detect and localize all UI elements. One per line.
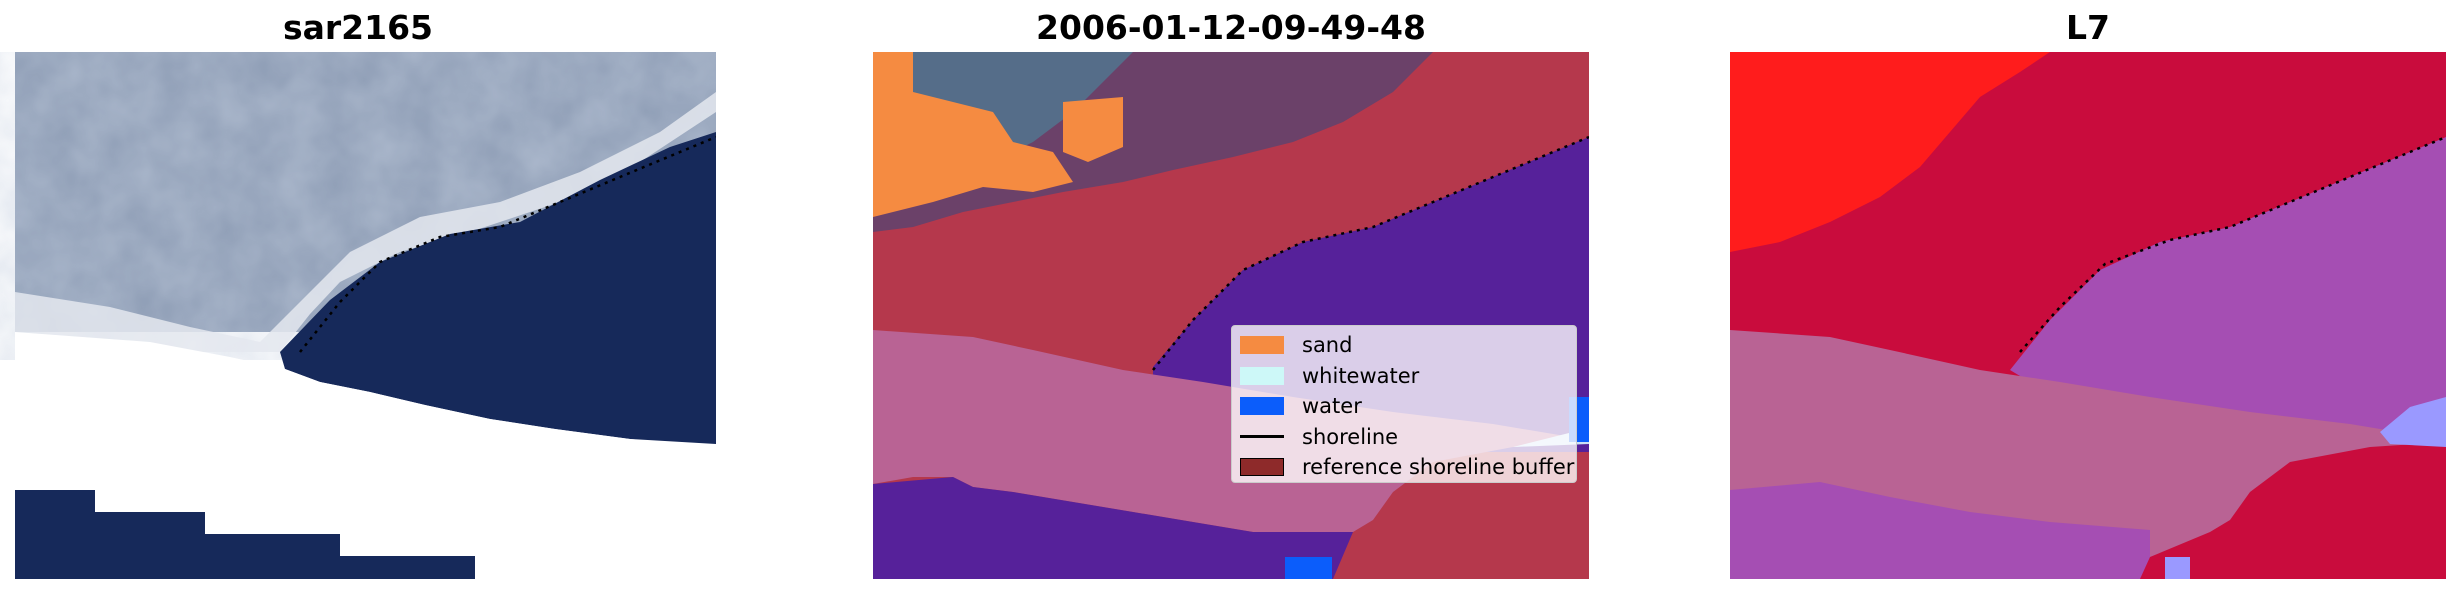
rgb-image (15, 52, 716, 579)
panel-classified: 2006-01-12-09-49-48 (873, 0, 1589, 593)
legend-item-shoreline: shoreline (1232, 422, 1576, 453)
legend-item-whitewater: whitewater (1232, 361, 1576, 392)
panel-rgb: sar2165 (0, 0, 716, 593)
legend-label: shoreline (1302, 424, 1399, 449)
ocean-strip (15, 490, 475, 579)
sand-swatch (1240, 336, 1284, 355)
buffer-swatch (1240, 458, 1284, 477)
legend-label: whitewater (1302, 363, 1420, 388)
water-swatch (1240, 397, 1284, 416)
panel-title: 2006-01-12-09-49-48 (1036, 8, 1426, 47)
panel-index: L7 (1730, 0, 2446, 593)
shoreline-line (1152, 135, 1589, 371)
shoreline-line (299, 135, 716, 353)
water-lower (873, 477, 1353, 579)
classified-image (873, 52, 1589, 579)
shoreline-line (2019, 135, 2446, 353)
legend: sand whitewater water shoreline referenc… (1231, 325, 1577, 483)
pink-band (1730, 330, 2446, 557)
violet-area (2010, 137, 2446, 442)
legend-label: sand (1302, 333, 1353, 358)
lilac-spot-2 (2165, 557, 2190, 579)
legend-item-water: water (1232, 391, 1576, 422)
legend-label: water (1302, 394, 1362, 419)
water-blue-spot (1285, 557, 1332, 579)
sand-patch-2 (1063, 97, 1123, 162)
foam-band (15, 52, 716, 352)
legend-item-buffer: reference shoreline buffer (1232, 452, 1576, 483)
legend-label: reference shoreline buffer (1302, 455, 1575, 480)
violet-lower (1730, 482, 2150, 579)
red-area (1730, 52, 2050, 252)
ocean-area (280, 132, 716, 444)
whitewater-swatch (1240, 366, 1284, 385)
legend-item-sand: sand (1232, 330, 1576, 361)
sand-patch (873, 52, 1073, 217)
panel-title: sar2165 (282, 8, 434, 47)
lilac-spot (2380, 397, 2446, 447)
panel-title: L7 (2066, 8, 2110, 47)
shoreline-swatch (1240, 435, 1284, 439)
index-image (1730, 52, 2446, 579)
